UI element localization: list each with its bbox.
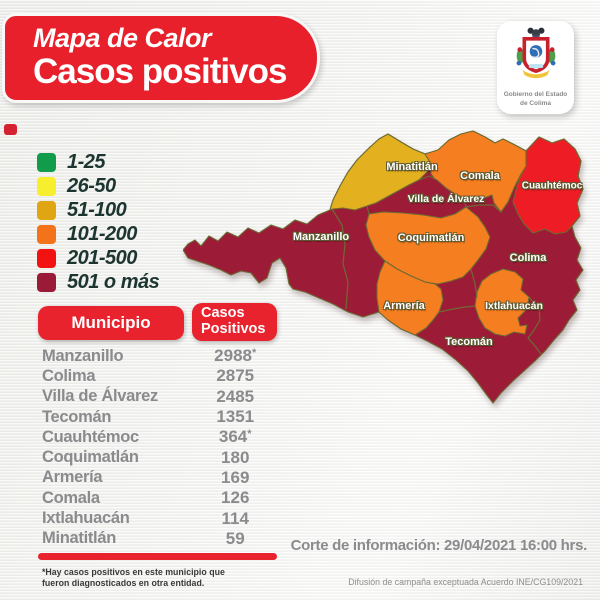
legend-color-swatch: [37, 200, 56, 220]
legend-range-label: 501 o más: [67, 270, 160, 293]
region-ixtlahuacan: [474, 268, 530, 337]
header-subtitle: Mapa de Calor: [33, 23, 212, 53]
cases-value: 1351: [216, 407, 255, 427]
municipality-name: Comala: [42, 488, 100, 507]
table-header: Municipio Casos Positivos: [38, 303, 277, 341]
table-row: Manzanillo 2988*: [38, 346, 277, 366]
data-cutoff-text: Corte de información: 29/04/2021 16:00 h…: [290, 537, 588, 554]
map-municipality-label: Minatitlán: [386, 161, 438, 173]
cases-value: 126: [221, 488, 250, 508]
campaign-disclaimer: Difusión de campaña exceptuada Acuerdo I…: [348, 577, 583, 587]
government-logo: Gobierno del Estado de Colima: [497, 21, 574, 114]
map-municipality-label: Comala: [460, 170, 500, 182]
cases-value: 114: [221, 508, 249, 528]
municipality-name: Colima: [42, 366, 96, 385]
legend-range-label: 1-25: [67, 150, 106, 173]
table-row: Cuauhtémoc 364*: [38, 427, 277, 447]
map-municipality-label: Manzanillo: [292, 231, 350, 243]
legend-color-swatch: [37, 248, 56, 268]
table-row: Comala 126: [38, 488, 277, 508]
table-row: Villa de Álvarez 2485: [38, 387, 277, 407]
logo-caption: Gobierno del Estado de Colima: [503, 91, 568, 107]
border-manzanillo-east: [331, 208, 349, 310]
legend: 1-25 26-50 51-100 101-200 201-500: [37, 150, 160, 294]
table-row: Coquimatlán 180: [38, 447, 277, 467]
legend-item: 26-50: [37, 174, 159, 198]
cases-value: 2485: [216, 386, 255, 406]
border-villa-colima: [465, 204, 502, 213]
table-row: Minatitlán 59: [38, 529, 277, 549]
municipality-name: Armería: [42, 468, 103, 487]
municipality-name: Coquimatlán: [42, 448, 139, 467]
legend-color-swatch: [37, 152, 56, 172]
cases-value: 180: [221, 447, 250, 467]
table-row: Colima 2875: [38, 366, 277, 386]
table-body: Manzanillo 2988* Colima 2875 Villa de Ál…: [38, 346, 277, 549]
banner-ribbon-fold: [4, 124, 17, 135]
legend-range-label: 26-50: [67, 174, 116, 197]
map-municipality-label: Coquimatlán: [397, 232, 465, 244]
legend-color-swatch: [37, 272, 56, 292]
municipality-name: Villa de Álvarez: [42, 387, 158, 406]
municipality-name: Minatitlán: [42, 529, 116, 548]
cases-value: 2875: [216, 366, 255, 386]
cases-value: 169: [221, 467, 250, 487]
legend-item: 51-100: [37, 198, 159, 222]
map-municipality-label: Ixtlahuacán: [485, 300, 543, 312]
legend-range-label: 51-100: [67, 198, 127, 221]
coat-of-arms-icon: [516, 27, 555, 79]
table-row: Tecomán 1351: [38, 407, 277, 427]
border-colima-tecoman-west: [470, 268, 478, 298]
map-municipality-label: Armería: [383, 300, 425, 312]
border-colima-tecoman-east: [527, 296, 542, 355]
legend-range-label: 201-500: [67, 246, 137, 269]
map-municipality-label: Villa de Álvarez: [407, 193, 485, 205]
table-row: Armería 169: [38, 468, 277, 488]
legend-color-swatch: [37, 176, 56, 196]
cases-value: 59: [225, 528, 245, 548]
colima-heat-map: [183, 130, 584, 404]
border-tecoman-north: [438, 305, 476, 313]
legend-color-swatch: [37, 224, 56, 244]
map-municipality-label: Tecomán: [445, 336, 493, 348]
region-coquimatlan: [365, 206, 491, 285]
municipality-name: Cuauhtémoc: [42, 427, 139, 446]
region-armeria: [376, 260, 444, 336]
casos-positivos-header: Casos Positivos: [192, 303, 277, 341]
table-bottom-bar: [38, 552, 277, 560]
table-row: Ixtlahuacán 114: [38, 508, 277, 528]
legend-item: 101-200: [37, 222, 159, 246]
page-title: Casos positivos: [33, 51, 287, 91]
footnote: *Hay casos positivos en este municipio q…: [42, 567, 225, 589]
map-municipality-label: Colima: [509, 252, 547, 264]
cases-table: Municipio Casos Positivos Manzanillo 298…: [38, 303, 277, 560]
footnote-asterisk: *: [247, 428, 252, 441]
map-municipality-label: Cuauhtémoc: [521, 180, 583, 192]
footnote-asterisk: *: [252, 347, 257, 360]
municipality-name: Ixtlahuacán: [42, 509, 130, 528]
municipio-header: Municipio: [38, 306, 184, 340]
region-cuauhtemoc: [512, 136, 584, 235]
legend-item: 501 o más: [37, 270, 160, 294]
header-banner: Mapa de Calor Casos positivos: [2, 13, 320, 103]
municipality-name: Tecomán: [42, 407, 112, 426]
municipality-name: Manzanillo: [42, 346, 124, 365]
legend-item: 1-25: [37, 150, 159, 174]
legend-range-label: 101-200: [67, 222, 137, 245]
cases-value: 2988*: [214, 346, 257, 366]
legend-item: 201-500: [37, 246, 159, 270]
cases-value: 364*: [218, 427, 252, 447]
